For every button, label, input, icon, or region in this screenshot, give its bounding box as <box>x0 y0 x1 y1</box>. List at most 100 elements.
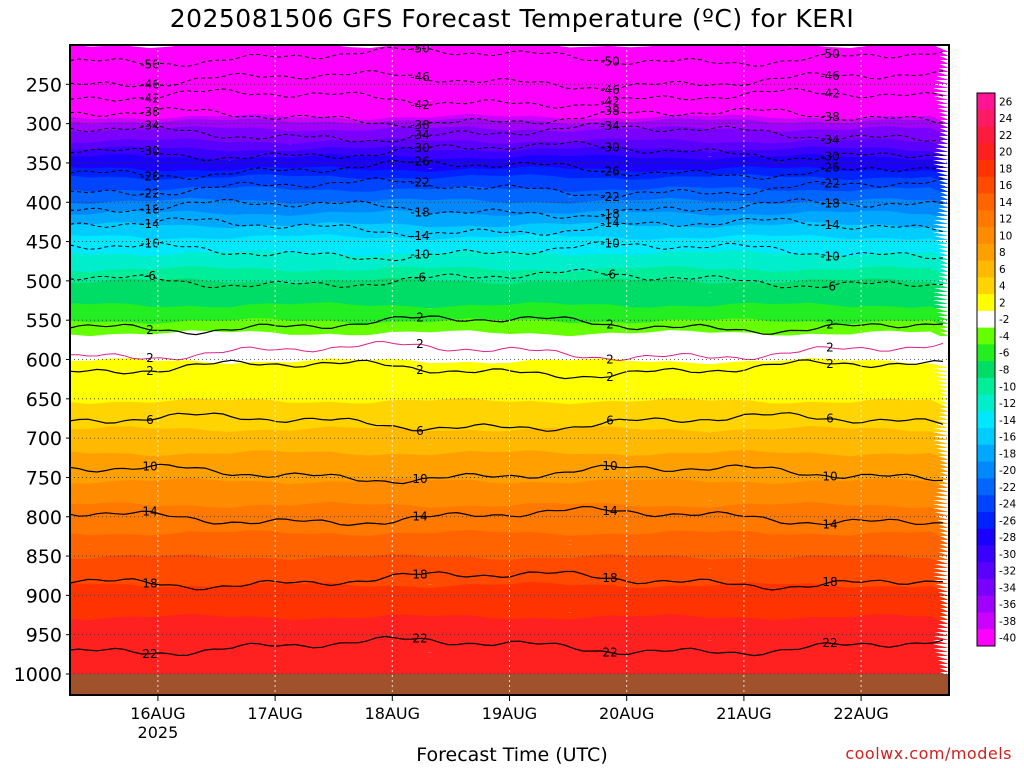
contour-label: -30 <box>600 141 620 155</box>
colorbar-swatch <box>977 461 995 479</box>
y-tick-label: 950 <box>26 625 62 647</box>
colorbar-swatch <box>977 143 995 161</box>
x-tick-label: 16AUG <box>130 704 185 723</box>
temperature-band <box>70 422 949 432</box>
contour-label: 14 <box>822 518 837 532</box>
contour-label: -38 <box>600 104 620 118</box>
contour-label: -30 <box>410 141 430 155</box>
y-tick-label: 400 <box>26 192 62 214</box>
colorbar-swatch <box>977 361 995 379</box>
colorbar-label: 8 <box>999 247 1006 259</box>
colorbar-label: -40 <box>999 633 1016 645</box>
contour-label: -10 <box>410 248 430 262</box>
temperature-band <box>70 286 949 296</box>
temperature-band <box>70 418 949 428</box>
contour-label: -34 <box>820 133 840 147</box>
colorbar-swatch <box>977 428 995 446</box>
colorbar-label: -12 <box>999 398 1016 410</box>
colorbar-label: 24 <box>999 113 1013 125</box>
colorbar-swatch <box>977 545 995 563</box>
temperature-band <box>70 138 949 148</box>
contour-label: -34 <box>600 119 620 133</box>
y-tick-label: 700 <box>26 428 62 450</box>
contour-label: -10 <box>820 249 840 263</box>
colorbar-swatch <box>977 93 995 111</box>
contour-lines: -50-50-50-50-46-46-46-46-42 -42 -42-42-38-… <box>70 45 944 661</box>
y-tick-label: 450 <box>26 232 62 254</box>
temperature-band <box>70 269 949 280</box>
contour-line <box>70 107 944 128</box>
contour-label: 10 <box>822 470 837 484</box>
x-tick-label: 19AUG <box>482 704 537 723</box>
temperature-band <box>70 213 949 224</box>
temperature-band <box>70 405 949 416</box>
colorbar-swatch <box>977 310 995 329</box>
contour-label: 10 <box>412 472 427 486</box>
colorbar-swatch <box>977 294 995 312</box>
contour-label: -18 <box>820 197 840 211</box>
contour-label: -42 <box>820 87 840 101</box>
contour-label: -6 <box>824 279 836 293</box>
contour-label: 14 <box>602 504 617 518</box>
contour-label: -26 <box>410 155 430 169</box>
y-tick-label: 350 <box>26 153 62 175</box>
contour-line <box>70 505 944 527</box>
contour-label: -22 <box>820 177 840 191</box>
contour-line <box>70 198 944 219</box>
colorbar-label: -28 <box>999 532 1016 544</box>
colorbar-label: -6 <box>999 348 1010 360</box>
contour-label: 14 <box>142 504 157 518</box>
colorbar-label: 14 <box>999 197 1013 209</box>
colorbar-swatch <box>977 126 995 144</box>
temperature-band <box>70 142 949 152</box>
colorbar-label: -18 <box>999 448 1016 460</box>
contour-label: -22 <box>140 187 160 201</box>
contour-label: 10 <box>142 459 157 473</box>
contour-label: -42 <box>600 94 620 108</box>
contour-label: -6 <box>604 268 616 282</box>
colorbar-legend: 26 24 22 20 18 16 14 12 10 8 6 4 2 -2 -4 -6 -8 -10 -12 -14 -… <box>976 92 1016 647</box>
colorbar-label: -14 <box>999 415 1016 427</box>
temperature-band <box>70 278 949 288</box>
contour-label: -34 <box>410 128 430 142</box>
colorbar-label: -10 <box>999 381 1016 393</box>
y-tick-label: 600 <box>26 350 62 372</box>
temperature-band <box>70 149 949 160</box>
temperature-band <box>70 486 949 496</box>
colorbar-swatch <box>977 344 995 362</box>
temperature-band <box>70 357 949 368</box>
colorbar-swatch <box>977 327 995 345</box>
temperature-band <box>70 57 949 68</box>
temperature-band <box>70 206 949 216</box>
colorbar-swatch <box>977 109 995 128</box>
contour-label: -50 <box>600 55 620 69</box>
contour-line <box>70 570 944 591</box>
contour-label: -42 <box>410 98 430 112</box>
credit-link[interactable]: coolwx.com/models <box>845 744 1012 763</box>
colorbar-swatch <box>977 511 995 530</box>
contour-label: -22 <box>410 175 430 189</box>
contour-label: 2 <box>146 351 154 365</box>
colorbar-swatch <box>977 227 995 245</box>
colorbar-label: -20 <box>999 465 1016 477</box>
contour-line <box>70 412 944 432</box>
x-axis-title: Forecast Time (UTC) <box>416 744 608 766</box>
colorbar-swatch <box>977 495 995 513</box>
contour-line <box>70 315 944 336</box>
temperature-band <box>70 346 949 356</box>
y-tick-label: 300 <box>26 114 62 136</box>
contour-line <box>70 159 944 180</box>
contour-label: 18 <box>142 577 157 591</box>
contour-label: 2 <box>826 341 834 355</box>
temperature-band <box>70 73 949 84</box>
contour-label: -30 <box>140 144 160 158</box>
contour-label: -26 <box>600 165 620 179</box>
temperature-band <box>70 550 949 560</box>
colorbar-label: -16 <box>999 432 1016 444</box>
contour-label: -50 <box>140 57 160 71</box>
temperature-band <box>70 633 949 644</box>
colorbar-swatch <box>977 411 995 429</box>
contour-label: -50 <box>820 47 840 61</box>
colorbar-label: 20 <box>999 147 1012 159</box>
